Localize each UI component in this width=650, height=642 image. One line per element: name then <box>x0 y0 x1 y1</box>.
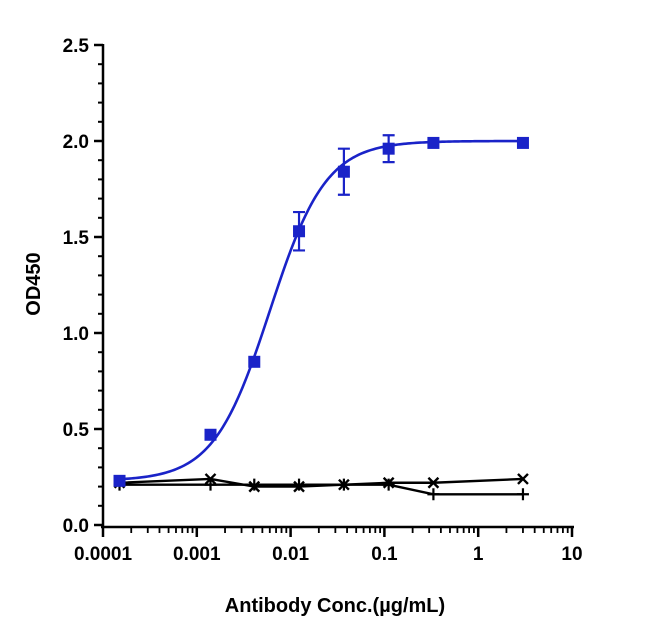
series-2-point <box>517 473 529 485</box>
y-tick-label: 0.5 <box>63 420 90 441</box>
series-1-point <box>293 225 306 238</box>
y-tick-label: 1.0 <box>63 324 89 345</box>
x-axis-title: Antibody Conc.(µg/mL) <box>225 595 445 617</box>
series-3-line <box>119 483 523 496</box>
series-3-point <box>516 488 529 501</box>
series-3-point <box>382 478 395 491</box>
y-tick-label: 2.5 <box>63 36 90 57</box>
axes: 0.0 0.5 1.0 1.5 2.0 2.5 0.0001 0.001 0.01 0.1 1 10 <box>63 36 583 565</box>
series-3-point <box>204 478 217 491</box>
series-3-point <box>337 478 350 491</box>
y-tick-label: 1.5 <box>63 228 90 249</box>
series-3-point <box>248 478 261 491</box>
x-tick-label: 1 <box>473 544 484 565</box>
series-1-point <box>337 165 350 178</box>
y-tick-label: 0.0 <box>63 516 89 537</box>
series-1-point <box>516 136 529 149</box>
series-3-point <box>293 478 306 491</box>
series-1-fit-curve <box>119 139 523 481</box>
series-3-point <box>427 488 440 501</box>
series-2-point <box>427 476 440 489</box>
x-tick-label: 0.0001 <box>74 544 133 565</box>
y-tick-label: 2.0 <box>63 132 89 153</box>
x-tick-label: 10 <box>561 544 582 565</box>
series-layer <box>113 134 529 501</box>
x-tick-label: 0.001 <box>173 544 221 565</box>
y-axis-title: OD450 <box>23 252 45 315</box>
series-1-point <box>204 428 217 441</box>
x-tick-label: 0.1 <box>371 544 398 565</box>
series-1-point <box>113 474 126 487</box>
series-1-point <box>248 355 261 368</box>
series-1-point <box>382 142 395 155</box>
series-1-point <box>427 136 440 149</box>
x-tick-label: 0.01 <box>272 544 309 565</box>
